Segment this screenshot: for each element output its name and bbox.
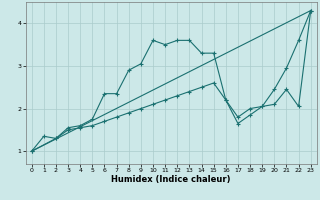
X-axis label: Humidex (Indice chaleur): Humidex (Indice chaleur) (111, 175, 231, 184)
